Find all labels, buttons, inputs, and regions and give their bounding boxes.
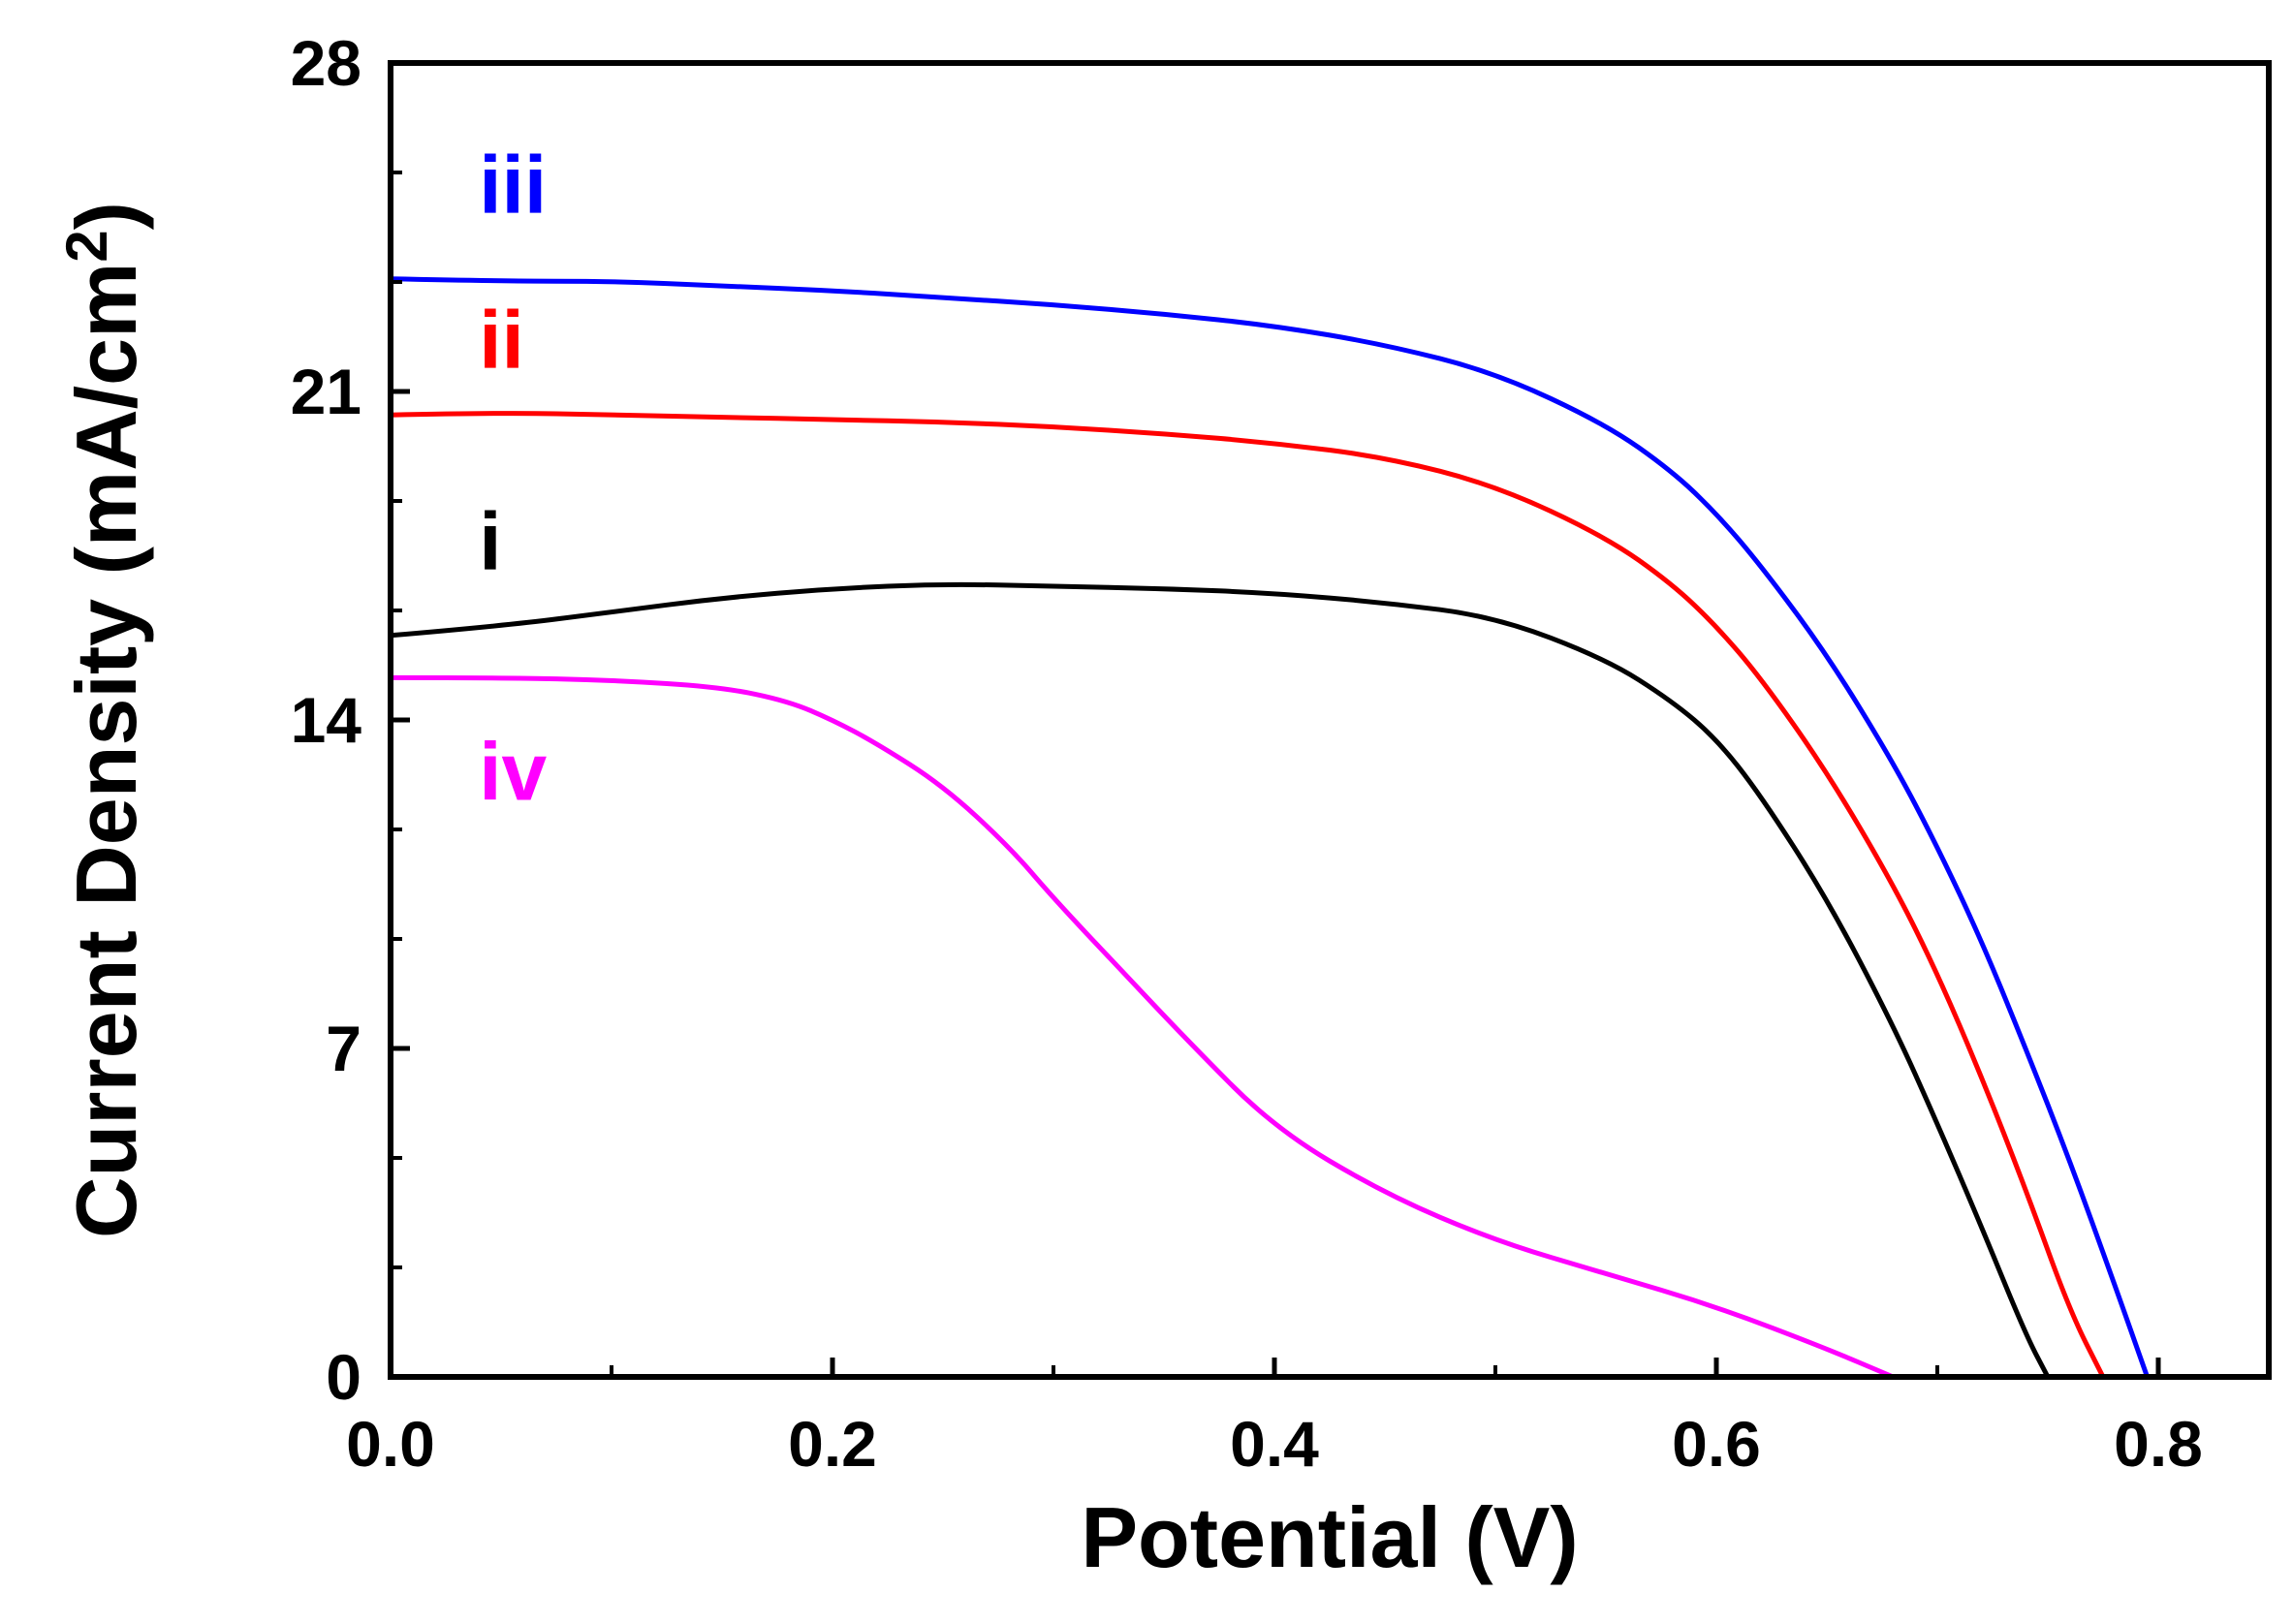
series-label-ii: ii (479, 295, 524, 386)
y-axis-title-sup: 2 (54, 230, 119, 262)
y-axis-title-main: Current Density (mA/cm (58, 263, 154, 1238)
series-line-ii (390, 411, 2106, 1379)
x-tick-label-1: 0.2 (788, 1408, 877, 1480)
x-axis-title: Potential (V) (1081, 1489, 1578, 1585)
series-label-iii: iii (479, 140, 547, 231)
x-tick-label-4: 0.8 (2114, 1408, 2203, 1480)
series-label-iv: iv (479, 726, 547, 817)
y-axis-title-close: ) (58, 202, 154, 230)
y-tick-label-0: 0 (326, 1341, 361, 1413)
series-line-iv (390, 674, 1895, 1380)
y-tick-label-3: 21 (291, 356, 361, 427)
series-layer (390, 276, 2150, 1380)
series-line-i (390, 581, 2051, 1379)
series-line-iii (390, 276, 2150, 1378)
series-label-i: i (479, 496, 501, 587)
y-tick-label-2: 14 (291, 684, 362, 756)
plot-frame (388, 60, 2272, 1380)
y-axis-title: Current Density (mA/cm2) (54, 202, 154, 1238)
y-tick-label-4: 28 (291, 27, 361, 99)
x-tick-label-3: 0.6 (1672, 1408, 1761, 1480)
x-tick-label-0: 0.0 (346, 1408, 435, 1480)
ticks-layer (388, 60, 2161, 1380)
x-tick-label-2: 0.4 (1230, 1408, 1319, 1480)
y-tick-label-1: 7 (326, 1013, 361, 1084)
